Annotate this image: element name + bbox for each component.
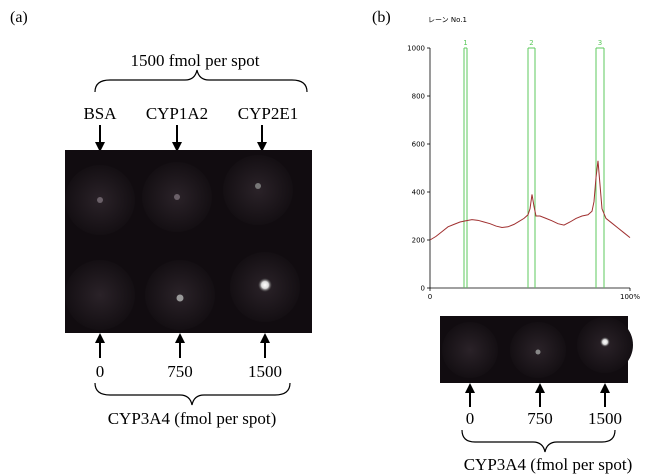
- brace: [94, 69, 308, 93]
- lane-label: 2: [529, 39, 533, 47]
- bottom-label: 1500: [588, 409, 622, 428]
- bracket-label: CYP3A4 (fmol per spot): [464, 455, 633, 474]
- y-tick-label: 800: [412, 93, 425, 101]
- y-tick-label: 200: [412, 237, 425, 245]
- chart-title: レーン No.1: [428, 16, 467, 24]
- top-label: CYP1A2: [146, 104, 208, 123]
- panel-label: (b): [372, 9, 391, 26]
- bottom-label: 750: [167, 362, 193, 381]
- bottom-label: 0: [96, 362, 105, 381]
- x-tick-label: 0: [428, 293, 432, 301]
- x-tick-label: 100%: [620, 293, 640, 301]
- top-label: CYP2E1: [238, 104, 298, 123]
- y-tick-label: 1000: [407, 45, 425, 53]
- spot-image: [440, 316, 633, 383]
- spot-image: [65, 150, 312, 333]
- panel-label: (a): [10, 9, 28, 26]
- top-label: BSA: [83, 104, 117, 123]
- line-series: [429, 160, 631, 241]
- brace: [461, 429, 616, 453]
- lane-label: 1: [463, 39, 467, 47]
- plot: 0 200 400 600 800 1000 0 100% 1 2 3: [407, 39, 640, 301]
- brace: [94, 382, 291, 406]
- y-tick-label: 400: [412, 189, 425, 197]
- bracket-label: CYP3A4 (fmol per spot): [108, 409, 277, 428]
- bottom-label: 0: [466, 409, 475, 428]
- bracket-label: 1500 fmol per spot: [131, 51, 260, 70]
- y-tick-label: 600: [412, 141, 425, 149]
- lane-label: 3: [598, 39, 602, 47]
- y-tick-label: 0: [421, 285, 425, 293]
- bottom-label: 1500: [248, 362, 282, 381]
- bottom-label: 750: [527, 409, 553, 428]
